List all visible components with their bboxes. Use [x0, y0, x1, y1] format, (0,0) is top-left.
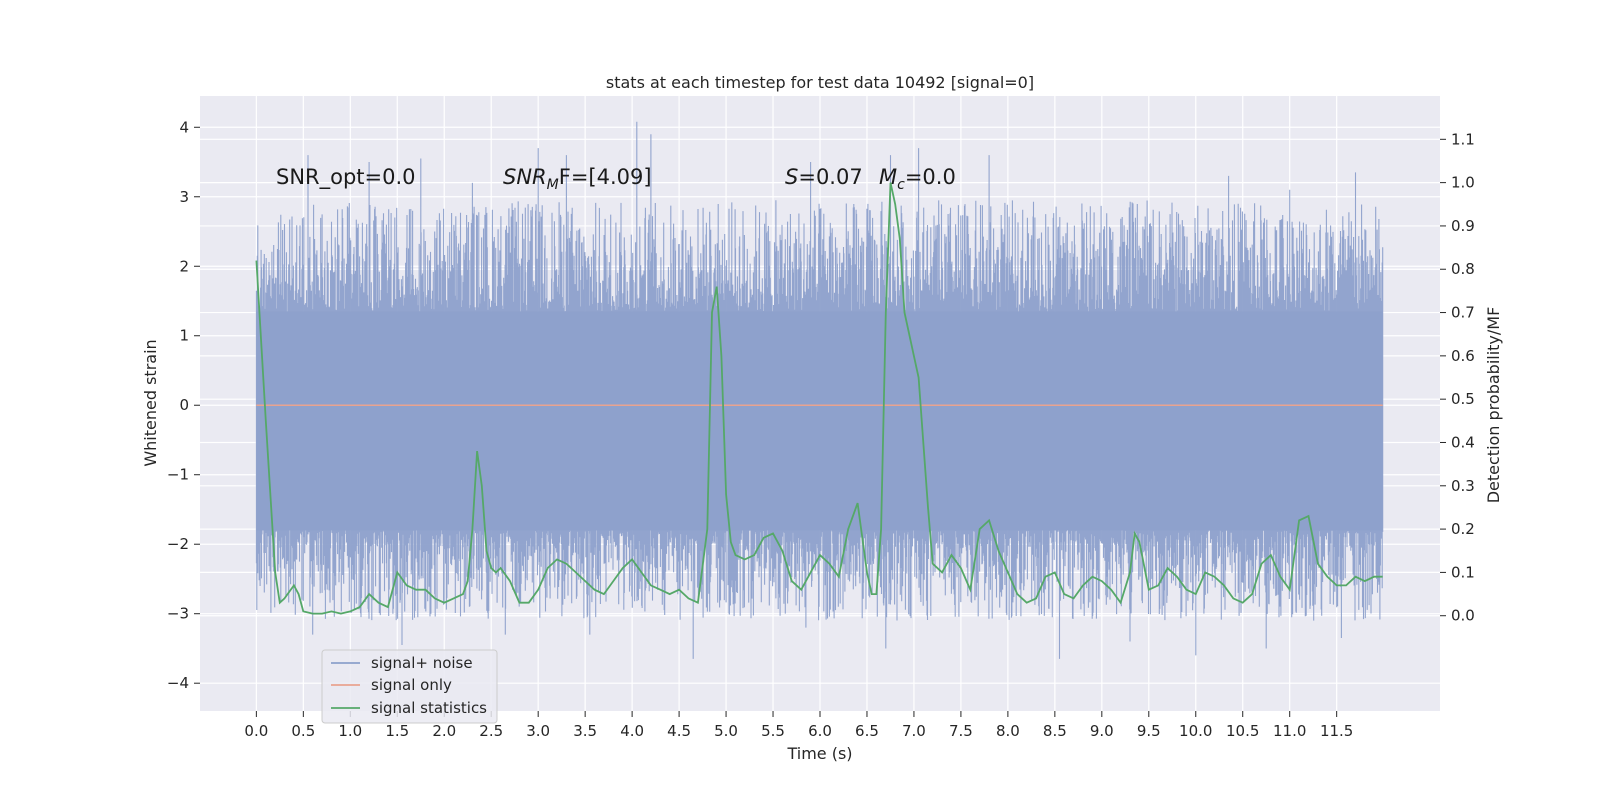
- x-axis-label: Time (s): [786, 744, 852, 763]
- x-tick-label: 0.0: [244, 722, 268, 740]
- y2-tick-label: 0.4: [1451, 433, 1475, 451]
- chart-title: stats at each timestep for test data 104…: [606, 73, 1034, 92]
- y-axis-label: Whitened strain: [141, 339, 160, 466]
- x-tick-label: 4.5: [667, 722, 691, 740]
- y-tick-label: 0: [179, 396, 189, 414]
- annotation-mc-value: =0.0: [905, 165, 956, 189]
- x-tick-label: 3.0: [526, 722, 550, 740]
- y2-tick-label: 1.0: [1451, 174, 1475, 192]
- left-axis-ticks: −4 −3 −2 −1 0 1 2 3 4: [167, 118, 200, 692]
- y-tick-label: 3: [179, 188, 189, 206]
- y2-tick-label: 0.2: [1451, 520, 1475, 538]
- x-tick-label: 10.5: [1226, 722, 1259, 740]
- y2-tick-label: 0.9: [1451, 217, 1475, 235]
- x-tick-label: 9.5: [1137, 722, 1161, 740]
- x-tick-label: 7.5: [949, 722, 973, 740]
- series-signal-plus-noise: [255, 121, 1384, 659]
- right-axis-ticks: 0.0 0.1 0.2 0.3 0.4 0.5 0.6 0.7 0.8 0.9 1.0 1.1: [1440, 130, 1475, 625]
- x-tick-label: 2.0: [432, 722, 456, 740]
- x-tick-label: 8.5: [1043, 722, 1067, 740]
- x-tick-label: 8.0: [996, 722, 1020, 740]
- legend-box: [321, 649, 498, 724]
- y2-tick-label: 0.1: [1451, 563, 1475, 581]
- x-tick-label: 6.0: [808, 722, 832, 740]
- y2-tick-label: 0.7: [1451, 304, 1475, 322]
- annotation-snr-mf-sub: M: [547, 177, 559, 193]
- annotation-s-math: S: [785, 165, 798, 189]
- legend-label-signal-statistics: signal statistics: [371, 699, 487, 717]
- y-tick-label: −2: [167, 535, 189, 553]
- x-tick-label: 5.5: [761, 722, 785, 740]
- y-tick-label: 4: [179, 118, 189, 136]
- x-tick-label: 11.0: [1273, 722, 1306, 740]
- x-tick-label: 6.5: [855, 722, 879, 740]
- x-tick-label: 7.0: [902, 722, 926, 740]
- x-tick-label: 0.5: [291, 722, 315, 740]
- y2-tick-label: 0.6: [1451, 347, 1475, 365]
- y2-tick-label: 1.1: [1451, 130, 1475, 148]
- x-tick-label: 1.5: [385, 722, 409, 740]
- x-tick-label: 5.0: [714, 722, 738, 740]
- annotation-mc-sub: c: [897, 177, 905, 193]
- y2-tick-label: 0.5: [1451, 390, 1475, 408]
- annotation-mc-math: M: [879, 165, 897, 189]
- annotation-snr-opt: SNR_opt=0.0: [276, 165, 416, 190]
- legend-label-signal-plus-noise: signal+ noise: [371, 654, 473, 672]
- y-tick-label: 2: [179, 257, 189, 275]
- legend-label-signal-only: signal only: [371, 676, 452, 694]
- annotation-snr-mf: SNRMF=[4.09]: [503, 165, 652, 193]
- x-tick-label: 3.5: [573, 722, 597, 740]
- y2-tick-label: 0.8: [1451, 260, 1475, 278]
- y2-tick-label: 0.0: [1451, 607, 1475, 625]
- y2-tick-label: 0.3: [1451, 477, 1475, 495]
- y-tick-label: −4: [167, 674, 189, 692]
- x-tick-label: 10.0: [1179, 722, 1212, 740]
- annotation-snr-mf-value: F=[4.09]: [559, 165, 652, 189]
- legend: signal+ noise signal only signal statist…: [321, 649, 498, 724]
- x-tick-label: 4.0: [620, 722, 644, 740]
- y2-axis-label: Detection probability/MF: [1484, 307, 1503, 504]
- x-tick-label: 11.5: [1320, 722, 1353, 740]
- y-tick-label: 1: [179, 327, 189, 345]
- x-axis-ticks: 0.0 0.5 1.0 1.5 2.0 2.5 3.0 3.5 4.0 4.5 5.0 5.5 6.0 6…: [244, 711, 1353, 740]
- annotation-mc: Mc=0.0: [879, 165, 956, 193]
- x-tick-label: 9.0: [1090, 722, 1114, 740]
- annotation-s-value: =0.07: [798, 165, 862, 189]
- noise-trace: [255, 121, 1384, 659]
- y-tick-label: −1: [167, 466, 189, 484]
- annotation-s: S=0.07: [785, 165, 863, 189]
- x-tick-label: 2.5: [479, 722, 503, 740]
- y-tick-label: −3: [167, 605, 189, 623]
- series-signal-statistics: [255, 182, 1383, 615]
- x-tick-label: 1.0: [338, 722, 362, 740]
- annotation-snr-mf-math: SNR: [503, 165, 547, 189]
